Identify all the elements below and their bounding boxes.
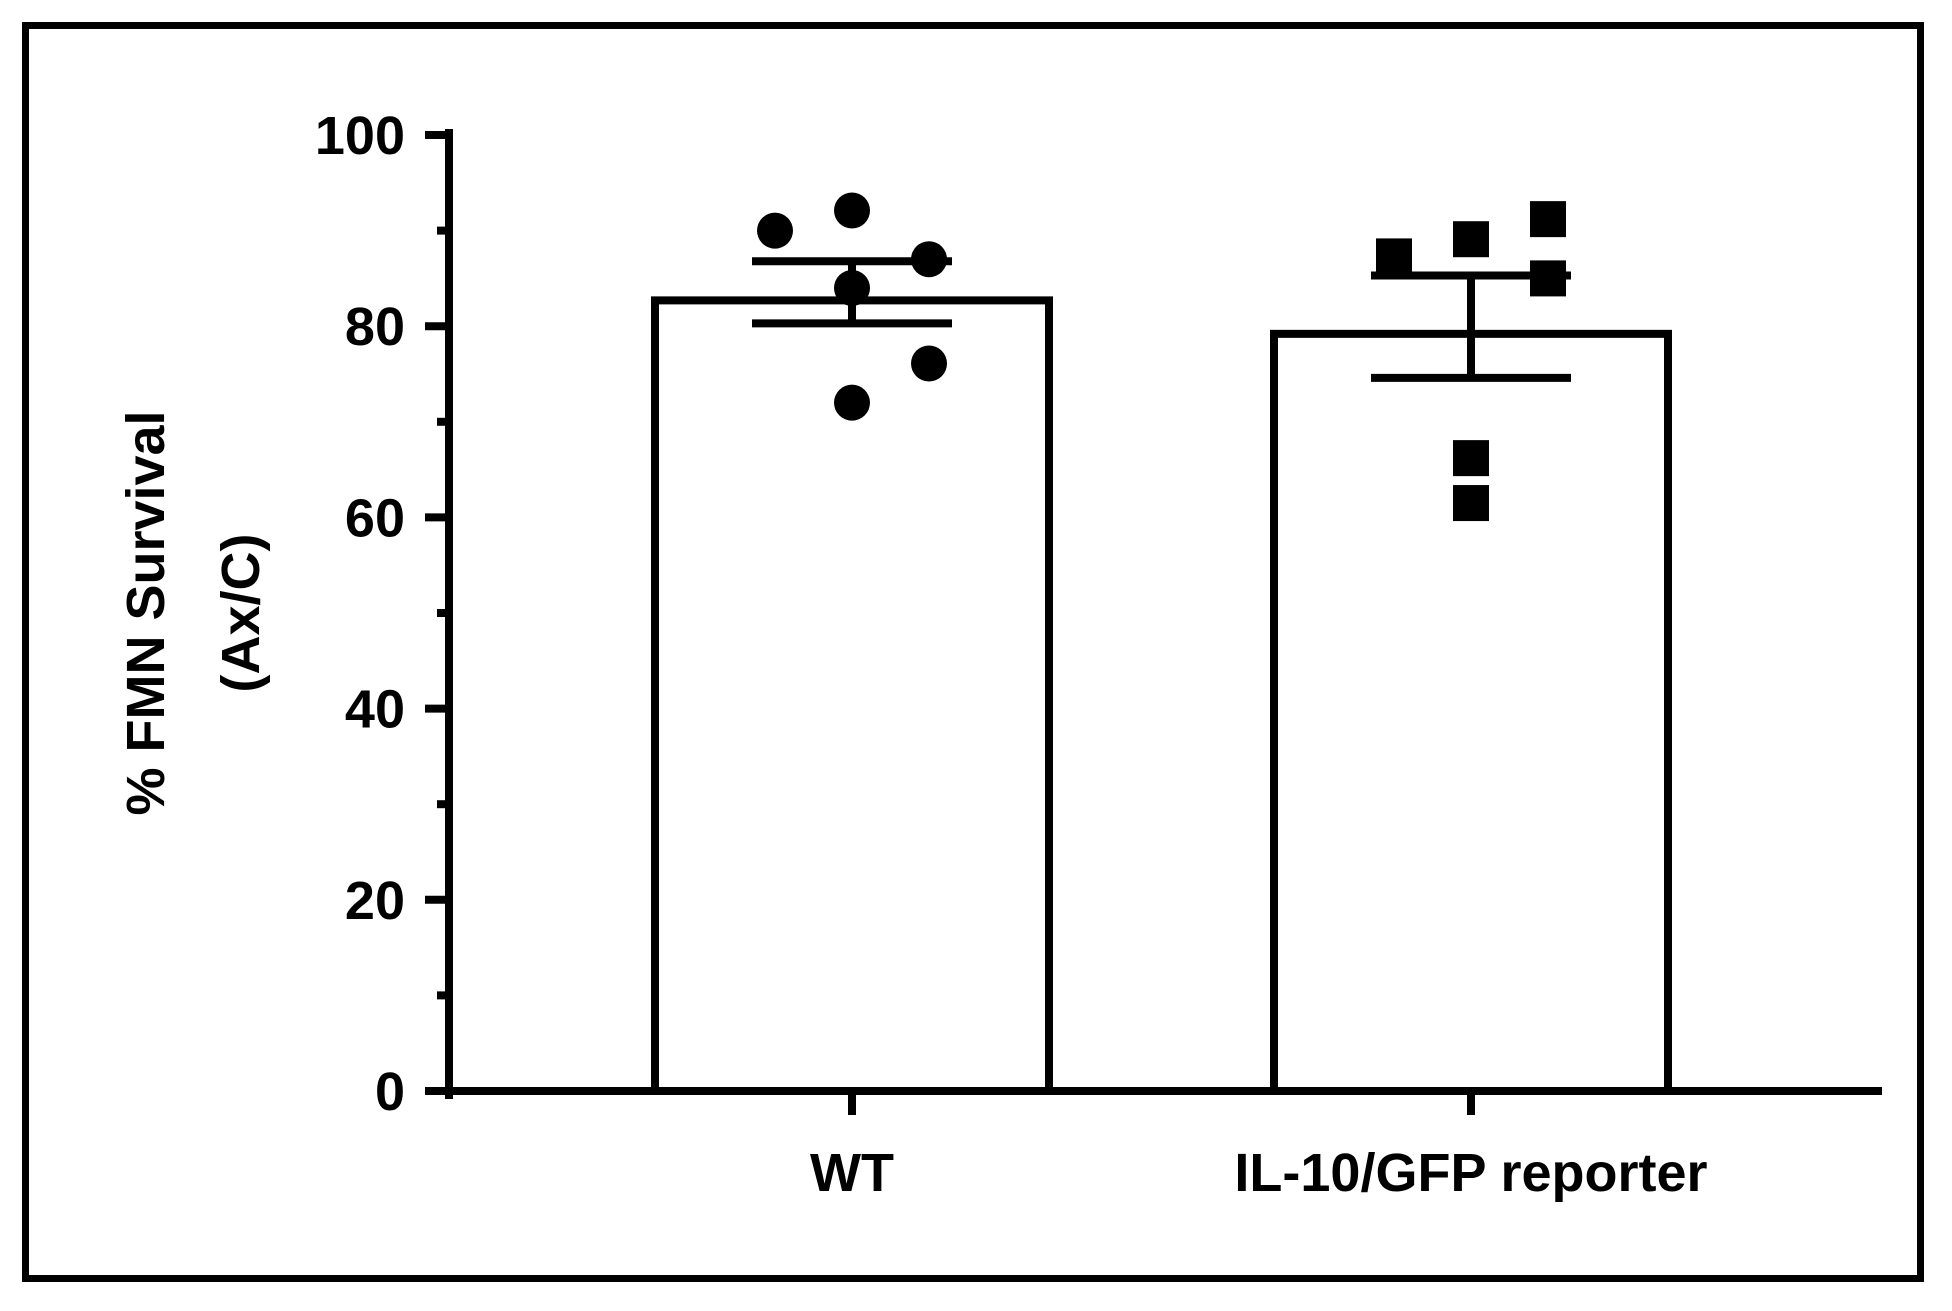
data-points-layer [757,192,1566,522]
x-tick-label-0: WT [810,1143,894,1203]
data-point-square [1376,238,1412,275]
data-point-circle [834,269,870,306]
y-axis-label-line-1: % FMN Survival [116,410,176,815]
y-axis-label-line-2: (Ax/C) [211,534,271,693]
data-point-square [1530,260,1566,297]
data-point-square [1453,485,1489,522]
y-ticks-layer: 0 20 40 60 80 100 [315,106,449,1122]
data-point-circle [911,241,947,278]
x-ticks-layer: WT IL-10/GFP reporter [810,1091,1708,1203]
data-point-circle [757,212,793,249]
figure-frame: 0 20 40 60 80 100 WT IL-10/GFP reporter % FMN … [22,22,1924,1282]
y-tick-label: 60 [345,488,405,548]
y-tick-label: 100 [315,106,405,166]
data-point-circle [911,345,947,382]
data-point-circle [834,192,870,229]
data-point-square [1453,221,1489,258]
bars-layer [651,296,1672,1095]
x-tick-label-1: IL-10/GFP reporter [1234,1143,1707,1203]
y-tick-label: 80 [345,297,405,357]
y-tick-label: 20 [345,871,405,931]
bar-chart: 0 20 40 60 80 100 WT IL-10/GFP reporter % FMN … [116,106,1882,1203]
data-point-square [1453,440,1489,477]
y-tick-label: 40 [345,680,405,740]
data-point-circle [834,384,870,421]
y-tick-label: 0 [375,1062,405,1122]
bar-0 [651,296,1053,1095]
data-point-square [1530,201,1566,238]
